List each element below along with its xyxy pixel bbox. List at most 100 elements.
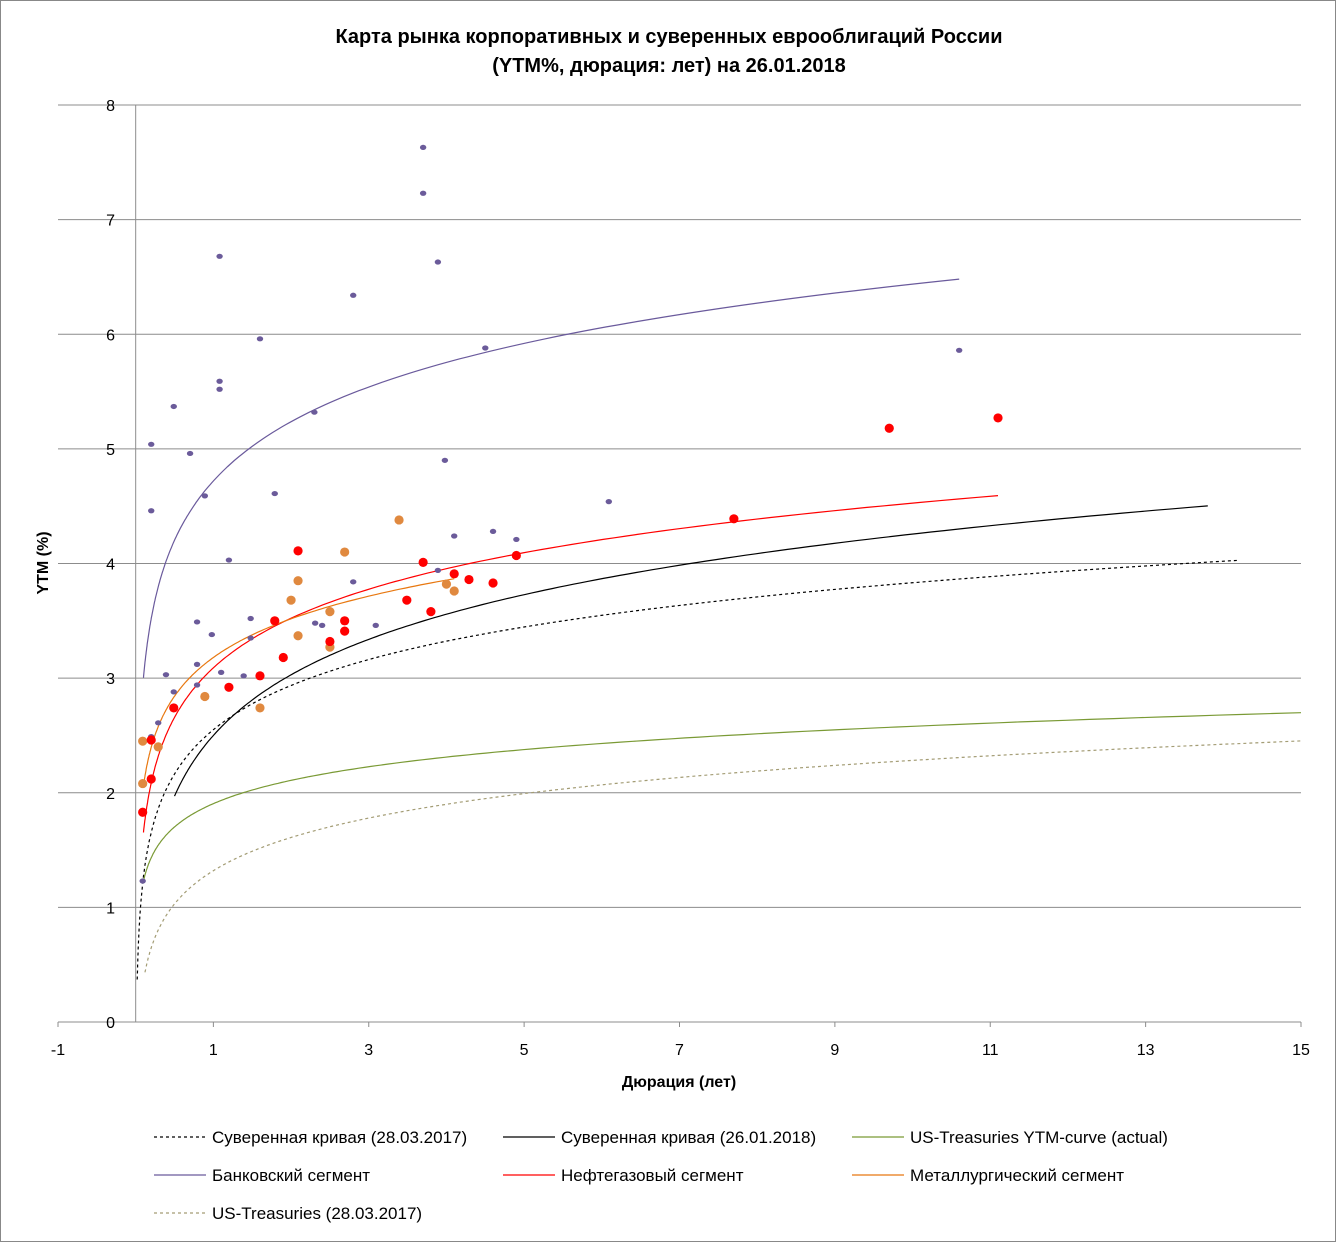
data-point [451, 533, 458, 539]
data-point [441, 457, 449, 463]
data-point [146, 735, 156, 745]
data-point [278, 652, 288, 663]
curve-металлургический-сегмент [142, 578, 455, 787]
data-point [148, 508, 155, 514]
data-point [511, 550, 521, 561]
y-tick-label: 2 [106, 786, 115, 803]
legend-label: Нефтегазовый сегмент [561, 1166, 744, 1185]
data-point [441, 579, 452, 589]
curve-нефтегазовый-сегмент [142, 495, 999, 833]
data-point [340, 616, 350, 626]
data-point [419, 190, 427, 196]
data-point [162, 672, 170, 678]
data-point [489, 528, 497, 535]
x-tick-label: 7 [675, 1042, 684, 1059]
data-point [350, 292, 357, 298]
data-point [434, 567, 442, 573]
data-point [193, 682, 201, 688]
curve-us-treasuries-(28.03.2017) [144, 740, 1302, 973]
legend-label: Суверенная кривая (26.01.2018) [561, 1128, 816, 1147]
data-point [208, 631, 216, 638]
curve-us-treasuries-ytm-curve-(actual) [142, 712, 1302, 882]
data-point [340, 626, 350, 636]
data-point [201, 493, 209, 499]
data-point [418, 557, 428, 567]
data-point [993, 413, 1003, 423]
y-tick-label: 0 [106, 1015, 115, 1032]
data-point [193, 661, 201, 667]
x-tick-label: 5 [520, 1042, 529, 1059]
data-point [311, 620, 319, 626]
y-tick-label: 5 [106, 442, 115, 459]
chart-title-line-1: Карта рынка корпоративных и суверенных е… [335, 26, 1002, 48]
legend-label: Суверенная кривая (28.03.2017) [212, 1128, 467, 1147]
data-point [372, 622, 379, 628]
y-tick-label: 7 [106, 213, 115, 230]
data-point [464, 574, 474, 585]
data-point [340, 547, 350, 557]
data-point [513, 536, 520, 543]
data-point [225, 557, 233, 563]
data-point [293, 631, 303, 641]
legend: Суверенная кривая (28.03.2017) Суверенная… [154, 1128, 1168, 1223]
data-point [216, 378, 223, 384]
data-point [148, 441, 155, 447]
curve-банковский-сегмент [142, 278, 960, 678]
data-point [449, 569, 459, 579]
x-tick-label: 9 [830, 1042, 839, 1059]
data-point [170, 689, 177, 695]
y-axis-label: YTM (%) [35, 531, 52, 594]
data-point [426, 607, 436, 617]
chart-title-line-2: (YTM%, дюрация: лет) на 26.01.2018 [492, 55, 846, 77]
data-point [169, 703, 179, 713]
legend-label: Металлургический сегмент [910, 1166, 1124, 1185]
data-point [224, 682, 234, 692]
data-point [216, 386, 223, 392]
data-point [350, 579, 357, 585]
data-point [155, 720, 162, 726]
data-point [729, 514, 739, 524]
data-point [955, 347, 963, 353]
data-point [419, 144, 427, 151]
x-tick-label: 11 [982, 1042, 999, 1059]
data-point [193, 619, 201, 625]
legend-label: Банковский сегмент [212, 1166, 370, 1185]
legend-label: US-Treasuries (28.03.2017) [212, 1204, 422, 1223]
data-point [247, 635, 254, 641]
data-point [139, 878, 146, 884]
data-point [256, 336, 264, 342]
curve-суверенная-кривая-(26.01.2018) [173, 505, 1208, 797]
y-tick-label: 3 [106, 671, 115, 688]
y-tick-label: 4 [106, 557, 115, 574]
x-tick-label: 13 [1137, 1042, 1155, 1059]
data-point [216, 253, 223, 259]
data-point [138, 807, 148, 817]
data-point [394, 515, 404, 525]
data-point [311, 409, 318, 415]
y-tick-label: 8 [106, 98, 115, 115]
x-tick-label: -1 [51, 1042, 65, 1059]
data-point [200, 691, 210, 702]
y-tick-label: 6 [106, 327, 115, 344]
data-point [186, 450, 194, 457]
data-point [138, 778, 148, 789]
data-point [482, 345, 489, 351]
x-tick-label: 1 [209, 1042, 218, 1059]
data-point [255, 671, 265, 681]
data-point [325, 636, 335, 647]
data-point [605, 499, 613, 505]
y-tick-label: 1 [106, 900, 115, 917]
legend-label: US-Treasuries YTM-curve (actual) [910, 1128, 1168, 1147]
data-point [170, 403, 177, 410]
data-point [293, 576, 303, 586]
data-point [247, 615, 254, 622]
data-point [434, 259, 442, 265]
data-point [217, 669, 225, 675]
data-point [449, 586, 459, 596]
x-tick-label: 15 [1292, 1042, 1310, 1059]
data-point [488, 578, 498, 588]
data-point [884, 423, 894, 433]
data-point [318, 622, 326, 628]
